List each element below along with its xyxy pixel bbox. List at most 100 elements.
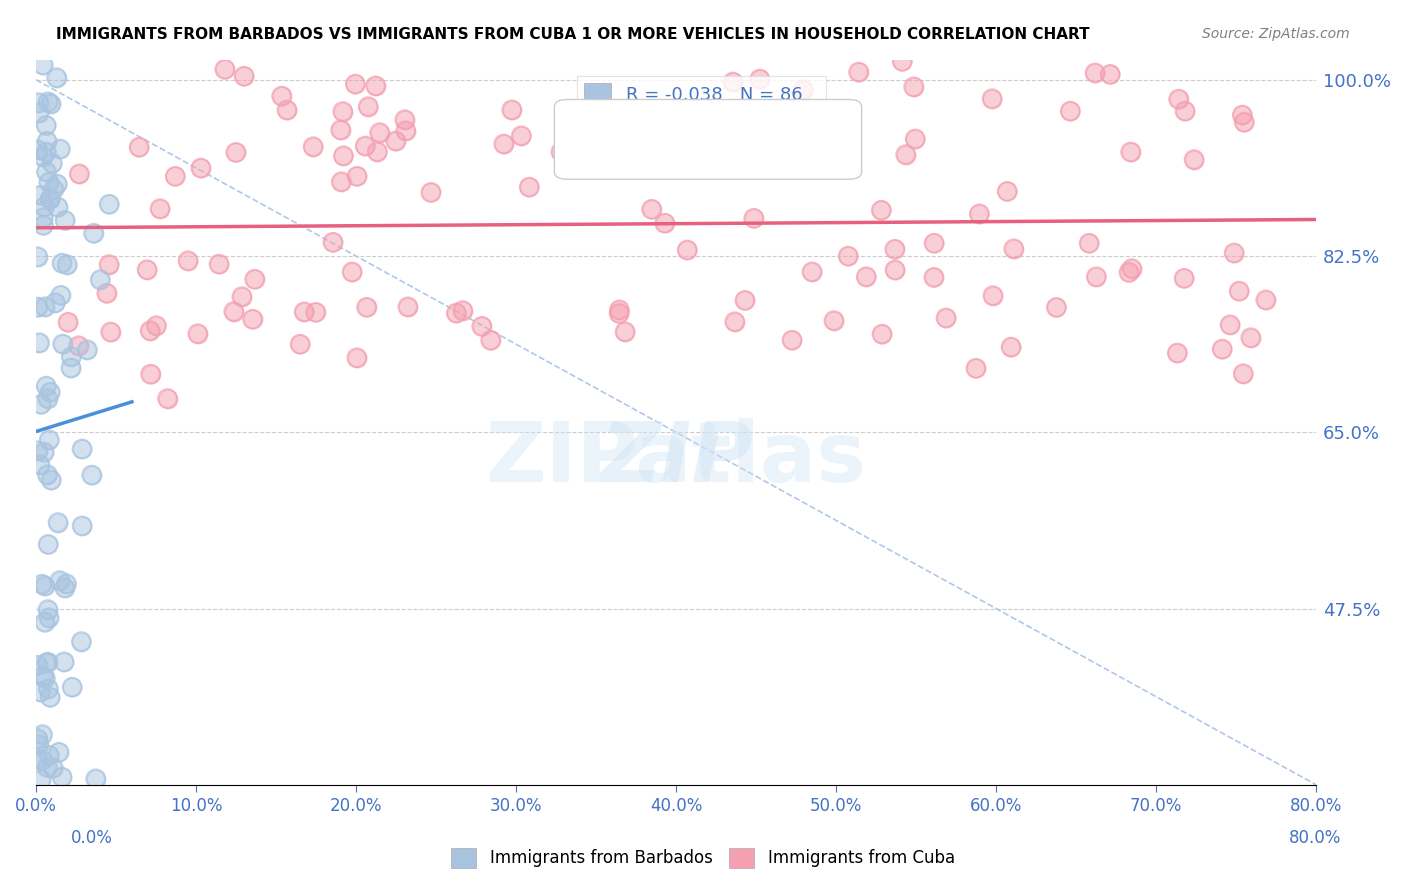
Point: [38, 175, 60, 189]
Point: [46, 200, 69, 214]
Point: [27, 443, 49, 458]
Point: [56, 258, 79, 272]
Point: [1167, 92, 1189, 106]
Point: [222, 304, 245, 318]
Point: [214, 62, 236, 77]
Point: [935, 310, 957, 325]
Point: [67, 167, 90, 181]
Point: [742, 211, 765, 226]
Point: [396, 300, 419, 314]
Point: [243, 272, 266, 286]
Point: [27, 731, 49, 746]
Point: [780, 333, 803, 347]
Point: [721, 75, 744, 89]
Point: [32, 219, 55, 233]
Point: [883, 242, 905, 256]
Point: [922, 270, 945, 285]
Point: [41, 156, 63, 170]
Point: [270, 89, 292, 103]
Point: [27, 95, 49, 110]
Point: [368, 126, 391, 140]
Point: [340, 265, 363, 279]
Point: [332, 149, 354, 163]
Point: [1240, 331, 1263, 345]
Point: [364, 78, 387, 93]
Point: [190, 161, 212, 175]
Point: [797, 102, 820, 116]
Point: [676, 243, 699, 257]
Point: [60, 680, 83, 694]
Point: [332, 104, 354, 119]
Point: [165, 169, 187, 184]
Point: [35, 145, 58, 159]
Point: [27, 95, 49, 110]
Point: [27, 143, 49, 157]
Legend: R = -0.038   N = 86, R =   0.107   N = 123: R = -0.038 N = 86, R = 0.107 N = 123: [576, 76, 827, 144]
Point: [1233, 115, 1256, 129]
Point: [1173, 271, 1195, 285]
Point: [1119, 145, 1142, 159]
Point: [1174, 104, 1197, 119]
Point: [39, 385, 62, 400]
Point: [501, 103, 523, 117]
Point: [1121, 261, 1143, 276]
Point: [922, 270, 945, 285]
Point: [354, 139, 377, 153]
Text: 80.0%: 80.0%: [1288, 829, 1341, 847]
Point: [904, 132, 927, 146]
Point: [96, 286, 118, 301]
Point: [38, 748, 60, 763]
Point: [664, 114, 686, 128]
Point: [368, 126, 391, 140]
Point: [1223, 246, 1246, 260]
Point: [28, 335, 51, 350]
Point: [49, 142, 72, 156]
Point: [1240, 331, 1263, 345]
Point: [1045, 301, 1067, 315]
Point: [145, 318, 167, 333]
Point: [31, 577, 53, 591]
Point: [1119, 145, 1142, 159]
Point: [904, 132, 927, 146]
Point: [479, 333, 502, 347]
Point: [31, 150, 53, 164]
Point: [35, 119, 58, 133]
Point: [177, 253, 200, 268]
Point: [922, 236, 945, 251]
Point: [1232, 108, 1254, 122]
Point: [34, 579, 56, 593]
Point: [225, 145, 247, 160]
Point: [56, 315, 79, 329]
Point: [302, 139, 325, 153]
Point: [37, 760, 59, 774]
Point: [136, 262, 159, 277]
Point: [27, 300, 49, 314]
Point: [724, 315, 747, 329]
Point: [39, 473, 62, 487]
Point: [1232, 367, 1254, 381]
Point: [903, 79, 925, 94]
Point: [32, 211, 55, 225]
Point: [419, 186, 441, 200]
Point: [884, 263, 907, 277]
Point: [1227, 284, 1250, 298]
Point: [89, 272, 111, 286]
Point: [136, 262, 159, 277]
Point: [31, 727, 53, 741]
Point: [302, 139, 325, 153]
Point: [848, 65, 870, 79]
Point: [70, 442, 93, 456]
Point: [83, 227, 105, 241]
Point: [1059, 104, 1081, 119]
Point: [28, 738, 51, 752]
Point: [83, 227, 105, 241]
Point: [42, 761, 65, 775]
Point: [304, 305, 326, 319]
Point: [607, 306, 630, 320]
Point: [346, 351, 368, 365]
Point: [1211, 342, 1233, 356]
Point: [84, 772, 107, 786]
Point: [84, 772, 107, 786]
Point: [35, 119, 58, 133]
Point: [1118, 265, 1140, 279]
